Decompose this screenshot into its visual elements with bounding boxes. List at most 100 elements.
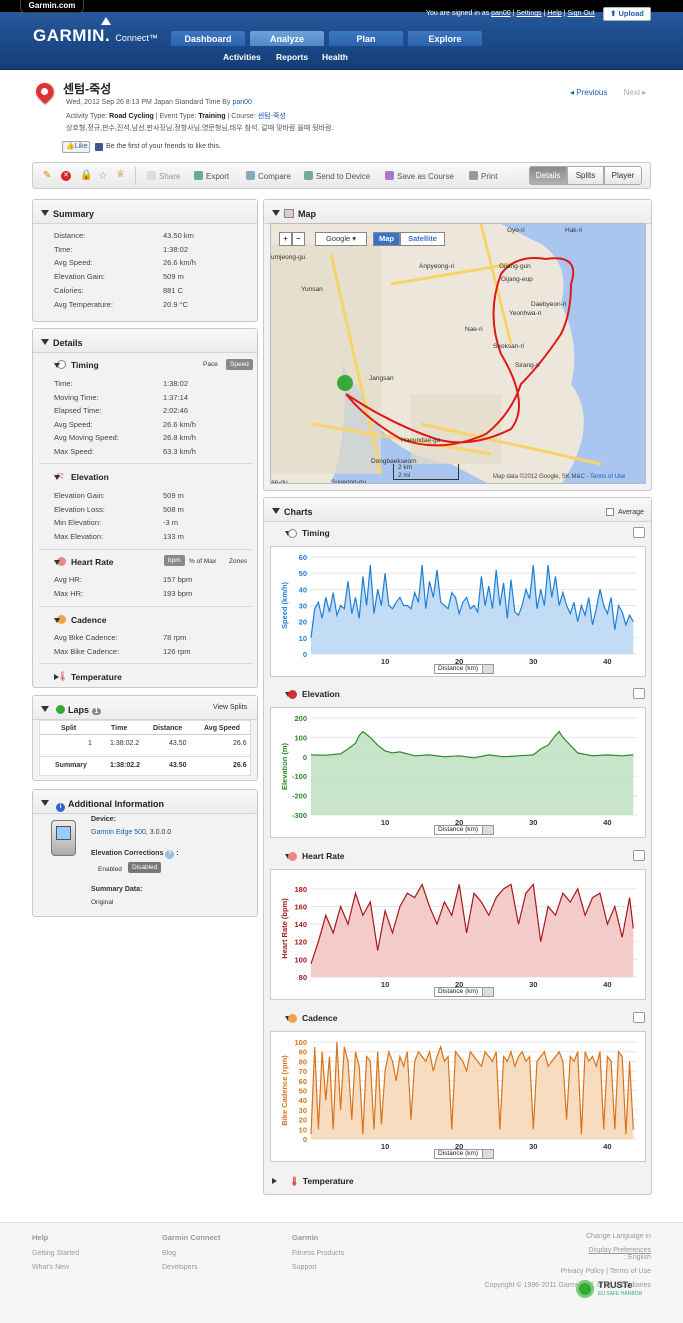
- help-icon[interactable]: ?: [165, 850, 175, 859]
- tab-analyze[interactable]: Analyze: [249, 30, 325, 46]
- subnav-reports[interactable]: Reports: [276, 52, 309, 62]
- settings-link[interactable]: Settings: [516, 10, 542, 17]
- lock-icon[interactable]: 🔒: [80, 170, 93, 181]
- garmin-connect-logo[interactable]: GARMIN. Connect™: [33, 26, 158, 46]
- start-marker[interactable]: [337, 375, 353, 391]
- percent-max-toggle[interactable]: % of Max: [189, 558, 217, 565]
- username-link[interactable]: pan00: [491, 10, 511, 17]
- previous-link[interactable]: ◂ Previous: [570, 88, 608, 97]
- map-header[interactable]: Map: [264, 200, 651, 224]
- chart-header-elevation[interactable]: Elevation: [285, 689, 340, 699]
- map-type-satellite[interactable]: Satellite: [400, 232, 445, 246]
- route-map[interactable]: + − Google ▾ Map Satellite Gyo-ri Hak-ri u…: [270, 223, 646, 484]
- tab-dashboard[interactable]: Dashboard: [170, 30, 246, 46]
- activity-user-link[interactable]: pan00: [232, 99, 252, 106]
- print-button[interactable]: Print: [469, 171, 497, 181]
- expand-chart-icon[interactable]: [633, 688, 645, 699]
- chart-timing[interactable]: 0 10 20 30 40 50 60 10 20 30 40 Speed (km/h) Distanc…: [270, 546, 646, 677]
- next-link[interactable]: Next ▸: [623, 88, 647, 97]
- subnav-activities[interactable]: Activities: [223, 52, 261, 62]
- y-tick-label: 50: [299, 569, 307, 578]
- additional-info-header[interactable]: i Additional Information: [33, 790, 257, 814]
- player-view-button[interactable]: Player: [604, 166, 642, 185]
- laps-header[interactable]: Laps 1: [33, 696, 257, 720]
- timing-subheader[interactable]: Timing: [54, 360, 99, 370]
- chart-header-timing[interactable]: Timing: [285, 528, 330, 538]
- footer-link[interactable]: Blog: [162, 1250, 177, 1257]
- export-button[interactable]: Export: [194, 171, 229, 181]
- stat-value: 26.6 km/h: [163, 258, 196, 268]
- details-header[interactable]: Details: [33, 329, 257, 353]
- tab-plan[interactable]: Plan: [328, 30, 404, 46]
- stat-label: Moving Time:: [54, 392, 99, 402]
- zoom-in-button[interactable]: +: [279, 232, 292, 246]
- badge-icon[interactable]: ♕: [116, 169, 125, 180]
- charts-header[interactable]: Charts: [264, 498, 651, 522]
- device-screen: [56, 826, 71, 840]
- chart-header-cadence[interactable]: Cadence: [284, 1013, 338, 1023]
- course-link[interactable]: 센텀-죽성: [257, 113, 286, 120]
- details-view-button[interactable]: Details: [529, 166, 567, 185]
- cadence-subheader[interactable]: Cadence: [53, 615, 107, 625]
- enabled-option[interactable]: Enabled: [98, 866, 122, 873]
- compare-button[interactable]: Compare: [246, 171, 291, 181]
- upload-button[interactable]: ⬆ Upload: [603, 7, 651, 21]
- like-button[interactable]: 👍Like: [62, 141, 90, 153]
- truste-badge[interactable]: TRUSTe EU SAFE HARBOR: [576, 1280, 652, 1300]
- footer-link[interactable]: Developers: [162, 1264, 198, 1271]
- send-to-device-button[interactable]: Send to Device: [304, 171, 370, 181]
- display-preferences-link[interactable]: Display Preferences: [588, 1247, 651, 1254]
- activity-title[interactable]: 센텀-죽성: [63, 82, 112, 96]
- edit-icon[interactable]: ✎: [43, 170, 52, 181]
- x-axis-select[interactable]: Distance (km): [434, 825, 494, 835]
- speed-toggle[interactable]: Speed: [226, 359, 253, 370]
- terms-link[interactable]: Terms of Use: [590, 474, 626, 480]
- footer-link[interactable]: Support: [292, 1264, 317, 1271]
- expand-chart-icon[interactable]: [633, 850, 645, 861]
- splits-view-button[interactable]: Splits: [567, 166, 604, 185]
- map-type-map[interactable]: Map: [373, 232, 400, 246]
- zones-toggle[interactable]: Zones: [229, 558, 248, 565]
- garmin-com-link[interactable]: Garmin.com: [20, 0, 84, 13]
- chart-elevation[interactable]: -300 -200 -100 0 100 200 10 20 30 40 Elevation (m)…: [270, 707, 646, 838]
- activity-description[interactable]: 상호형,정규,판수,진석,남선,판사장님,정항사님,영문형님,태우 참석. 갈때…: [66, 125, 334, 132]
- bpm-toggle[interactable]: bpm: [164, 555, 185, 566]
- temperature-chart-header[interactable]: 🌡 Temperature: [272, 1176, 354, 1187]
- tab-explore[interactable]: Explore: [407, 30, 483, 46]
- expand-chart-icon[interactable]: [633, 527, 645, 538]
- heart-rate-subheader[interactable]: Heart Rate: [54, 557, 114, 567]
- summary-header[interactable]: Summary: [33, 200, 257, 224]
- delete-icon[interactable]: ✕: [61, 171, 71, 181]
- activity-type[interactable]: Road Cycling: [109, 113, 154, 120]
- footer-link[interactable]: Getting Started: [32, 1250, 80, 1257]
- expand-chart-icon[interactable]: [633, 1012, 645, 1023]
- favorite-star-icon[interactable]: ☆: [98, 170, 108, 182]
- sign-out-link[interactable]: Sign Out: [567, 10, 595, 17]
- subnav-health[interactable]: Health: [322, 52, 348, 62]
- map-provider-select[interactable]: Google ▾: [315, 232, 367, 246]
- help-link[interactable]: Help: [547, 10, 562, 17]
- chart-heart-rate[interactable]: 80 100 120 140 160 180 10 20 30 40 Heart Rate (bpm…: [270, 869, 646, 1000]
- x-axis-select[interactable]: Distance (km): [434, 987, 494, 997]
- elevation-subheader[interactable]: Elevation: [54, 472, 109, 482]
- average-checkbox[interactable]: [606, 508, 614, 516]
- disabled-option[interactable]: Disabled: [128, 862, 162, 873]
- x-tick-label: 20: [455, 657, 463, 666]
- x-axis-select[interactable]: Distance (km): [434, 1149, 494, 1159]
- x-axis-select[interactable]: Distance (km): [434, 664, 494, 674]
- save-as-course-button[interactable]: Save as Course: [385, 171, 454, 181]
- privacy-terms-links[interactable]: Privacy Policy | Terms of Use: [560, 1268, 651, 1275]
- temperature-subheader[interactable]: Temperature: [54, 672, 122, 682]
- chart-cadence[interactable]: 0 10 20 30 40 50 60 70 80 90 100 10 20 30 40 Bike Caden…: [270, 1031, 646, 1162]
- device-link[interactable]: Garmin Edge 500: [91, 829, 146, 836]
- event-type[interactable]: Training: [198, 113, 226, 120]
- pace-toggle[interactable]: Pace: [203, 361, 218, 368]
- footer-link[interactable]: What's New: [32, 1264, 70, 1271]
- footer-link[interactable]: Fitness Products: [292, 1250, 345, 1257]
- previous-label: Previous: [576, 88, 608, 97]
- view-splits-link[interactable]: View Splits: [213, 704, 248, 711]
- zoom-out-button[interactable]: −: [292, 232, 305, 246]
- share-button[interactable]: Share: [147, 171, 180, 181]
- table-row[interactable]: 1 1:38:02.2 43.50 26.6: [40, 735, 250, 755]
- chart-header-heart-rate[interactable]: Heart Rate: [285, 851, 345, 861]
